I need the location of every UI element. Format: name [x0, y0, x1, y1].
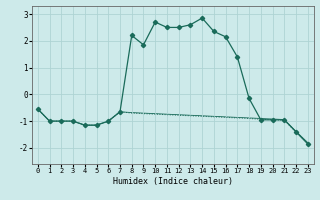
- X-axis label: Humidex (Indice chaleur): Humidex (Indice chaleur): [113, 177, 233, 186]
